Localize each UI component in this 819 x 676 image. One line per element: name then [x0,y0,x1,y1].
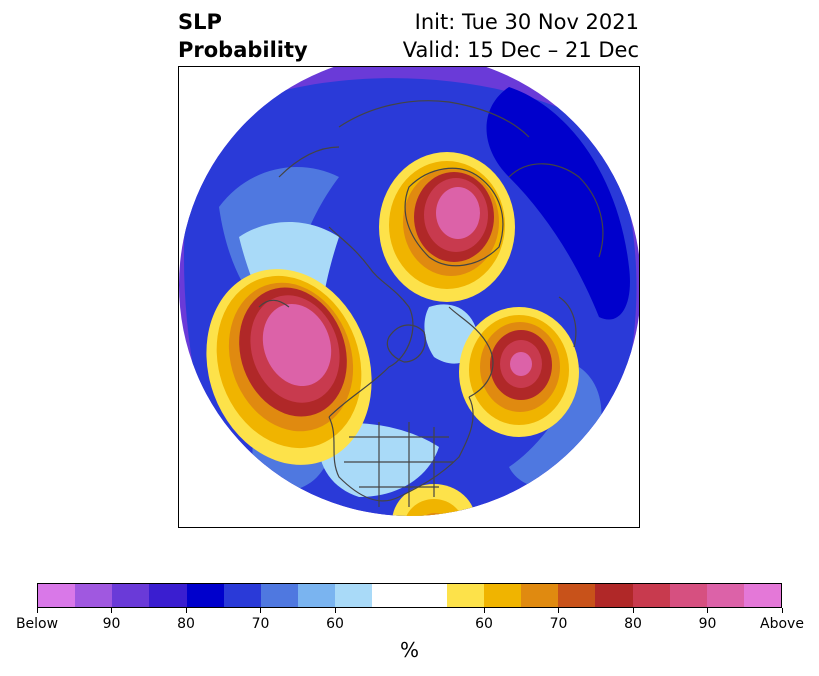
colorbar-tick-label: 90 [102,616,121,632]
high-pacific-pink [262,303,332,387]
map-panel [178,66,640,528]
colorbar-tick-label: 90 [698,616,717,632]
colorbar-swatch [372,584,410,607]
colorbar-swatch [223,584,261,607]
colorbar-swatch [112,584,150,607]
colorbar-swatch [260,584,299,607]
colorbar-tickmark [260,608,261,613]
init-date: Init: Tue 30 Nov 2021 [414,10,639,34]
colorbar-tickmark [781,608,783,613]
colorbar-tickmark [632,608,634,613]
valid-range: Valid: 15 Dec – 21 Dec [402,38,639,62]
colorbar-tick-label: 70 [251,616,270,632]
colorbar-swatch [298,584,336,607]
colorbar-tick-label: 60 [475,616,493,632]
colorbar-tickmark [111,608,112,613]
colorbar-swatch [743,584,782,607]
colorbar-swatch [632,584,670,607]
colorbar-swatch [38,584,76,607]
colorbar-tick-label: Below [15,616,59,632]
colorbar-tickmark [558,608,559,613]
colorbar-tickmark [36,608,38,613]
colorbar-swatch [595,584,633,607]
colorbar-tick-label: Above [760,616,804,632]
colorbar-tickmark [707,608,708,613]
colorbar-swatch [558,584,596,607]
colorbar-tick-label: 80 [177,616,195,632]
colorbar-swatch [335,584,373,607]
colorbar-swatch [409,584,447,607]
colorbar-swatch [706,584,744,607]
coastlines [258,100,604,507]
title-variable: SLP [178,10,222,34]
colorbar-tick-label: 60 [326,616,344,632]
colorbar-tick-label: 80 [624,616,642,632]
colorbar-swatch [75,584,113,607]
polar-map [179,67,639,516]
colorbar-swatch [483,584,522,607]
colorbar-tickmark [334,608,336,613]
colorbar-tickmark [185,608,187,613]
colorbar-swatch [521,584,559,607]
colorbar-swatch [149,584,187,607]
low-prob-core [486,87,630,320]
high-south-yellow [392,484,476,516]
colorbar-tickmark [483,608,485,613]
high-arctic-pink [436,187,480,239]
title-product: Probability [178,38,308,62]
colorbar [37,583,782,608]
colorbar-unit: % [399,638,419,662]
chart-dates: Init: Tue 30 Nov 2021 Valid: 15 Dec – 21… [403,8,639,64]
colorbar-swatch [669,584,707,607]
colorbar-swatch [446,584,484,607]
high-atlantic-pink [510,352,532,376]
chart-title: SLP Probability [178,8,308,64]
colorbar-swatch [186,584,224,607]
colorbar-tick-label: 70 [549,616,568,632]
